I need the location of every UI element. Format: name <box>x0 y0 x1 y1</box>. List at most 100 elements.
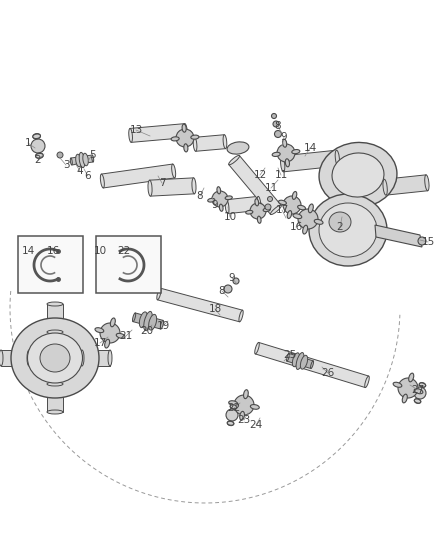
Ellipse shape <box>110 318 115 327</box>
Ellipse shape <box>47 382 63 386</box>
Polygon shape <box>82 350 110 366</box>
Ellipse shape <box>332 153 384 197</box>
Ellipse shape <box>314 220 323 224</box>
Ellipse shape <box>83 154 88 166</box>
Ellipse shape <box>219 204 223 211</box>
Circle shape <box>233 278 239 284</box>
Ellipse shape <box>414 389 423 394</box>
Ellipse shape <box>191 135 199 139</box>
Polygon shape <box>157 288 243 322</box>
Text: 11: 11 <box>265 183 278 193</box>
Ellipse shape <box>157 288 161 300</box>
Ellipse shape <box>279 200 286 205</box>
Ellipse shape <box>95 328 104 333</box>
Ellipse shape <box>33 134 40 139</box>
Text: 20: 20 <box>141 326 154 336</box>
Text: 24: 24 <box>249 420 263 430</box>
Ellipse shape <box>108 350 112 366</box>
Ellipse shape <box>184 144 188 152</box>
Ellipse shape <box>263 208 270 212</box>
Ellipse shape <box>311 361 314 368</box>
Ellipse shape <box>285 159 290 167</box>
Ellipse shape <box>116 333 125 338</box>
Ellipse shape <box>329 212 351 232</box>
Ellipse shape <box>133 313 136 321</box>
Ellipse shape <box>92 155 94 162</box>
Ellipse shape <box>293 214 302 219</box>
Ellipse shape <box>409 373 414 382</box>
Polygon shape <box>194 135 226 151</box>
Ellipse shape <box>47 302 63 306</box>
Ellipse shape <box>300 356 307 369</box>
Ellipse shape <box>402 394 407 403</box>
Ellipse shape <box>319 203 377 257</box>
Ellipse shape <box>225 196 232 200</box>
Text: 22: 22 <box>117 246 131 256</box>
Circle shape <box>268 197 272 201</box>
Text: 17: 17 <box>276 205 289 215</box>
FancyBboxPatch shape <box>96 236 161 293</box>
Ellipse shape <box>172 164 176 178</box>
Polygon shape <box>150 178 194 196</box>
Polygon shape <box>282 150 338 172</box>
Ellipse shape <box>419 383 426 387</box>
Circle shape <box>265 204 271 210</box>
Ellipse shape <box>193 138 197 151</box>
Polygon shape <box>130 124 186 142</box>
Text: 8: 8 <box>275 121 281 131</box>
Text: 1: 1 <box>25 138 31 148</box>
Text: 4: 4 <box>77 166 83 176</box>
Ellipse shape <box>246 211 253 214</box>
Text: 9: 9 <box>229 273 235 283</box>
Ellipse shape <box>309 194 387 266</box>
Ellipse shape <box>79 152 85 168</box>
Text: 17: 17 <box>93 338 106 348</box>
Text: 12: 12 <box>253 170 267 180</box>
Polygon shape <box>229 156 281 214</box>
Ellipse shape <box>144 311 152 330</box>
Ellipse shape <box>148 180 152 196</box>
Ellipse shape <box>239 310 243 322</box>
Circle shape <box>272 114 276 118</box>
Ellipse shape <box>160 320 163 329</box>
Text: 14: 14 <box>21 246 35 256</box>
Ellipse shape <box>217 187 221 194</box>
Ellipse shape <box>223 135 227 149</box>
Text: 8: 8 <box>197 191 203 201</box>
Text: 2: 2 <box>337 222 343 232</box>
Circle shape <box>250 203 266 219</box>
Text: 9: 9 <box>281 132 287 142</box>
Circle shape <box>176 129 194 147</box>
Ellipse shape <box>308 204 313 213</box>
Ellipse shape <box>227 142 249 154</box>
Circle shape <box>100 323 120 343</box>
Polygon shape <box>287 353 313 368</box>
Polygon shape <box>47 304 63 332</box>
Circle shape <box>234 395 254 415</box>
Polygon shape <box>133 313 163 329</box>
Ellipse shape <box>258 216 261 223</box>
Circle shape <box>398 378 418 398</box>
Ellipse shape <box>148 314 157 330</box>
Text: 22: 22 <box>227 403 240 413</box>
Ellipse shape <box>292 191 297 199</box>
Ellipse shape <box>244 390 248 399</box>
Circle shape <box>298 209 318 229</box>
Ellipse shape <box>80 350 84 366</box>
Ellipse shape <box>303 225 307 234</box>
Circle shape <box>414 387 426 399</box>
Ellipse shape <box>255 342 259 354</box>
Polygon shape <box>47 384 63 412</box>
Ellipse shape <box>297 205 306 210</box>
Text: 2: 2 <box>35 155 41 165</box>
Text: 13: 13 <box>129 125 143 135</box>
Circle shape <box>275 131 282 138</box>
Text: 10: 10 <box>93 246 106 256</box>
Ellipse shape <box>414 399 421 403</box>
Ellipse shape <box>208 198 215 202</box>
Circle shape <box>212 191 228 207</box>
Text: 14: 14 <box>304 143 317 153</box>
Ellipse shape <box>280 156 285 172</box>
Ellipse shape <box>240 411 244 421</box>
Ellipse shape <box>257 196 261 211</box>
